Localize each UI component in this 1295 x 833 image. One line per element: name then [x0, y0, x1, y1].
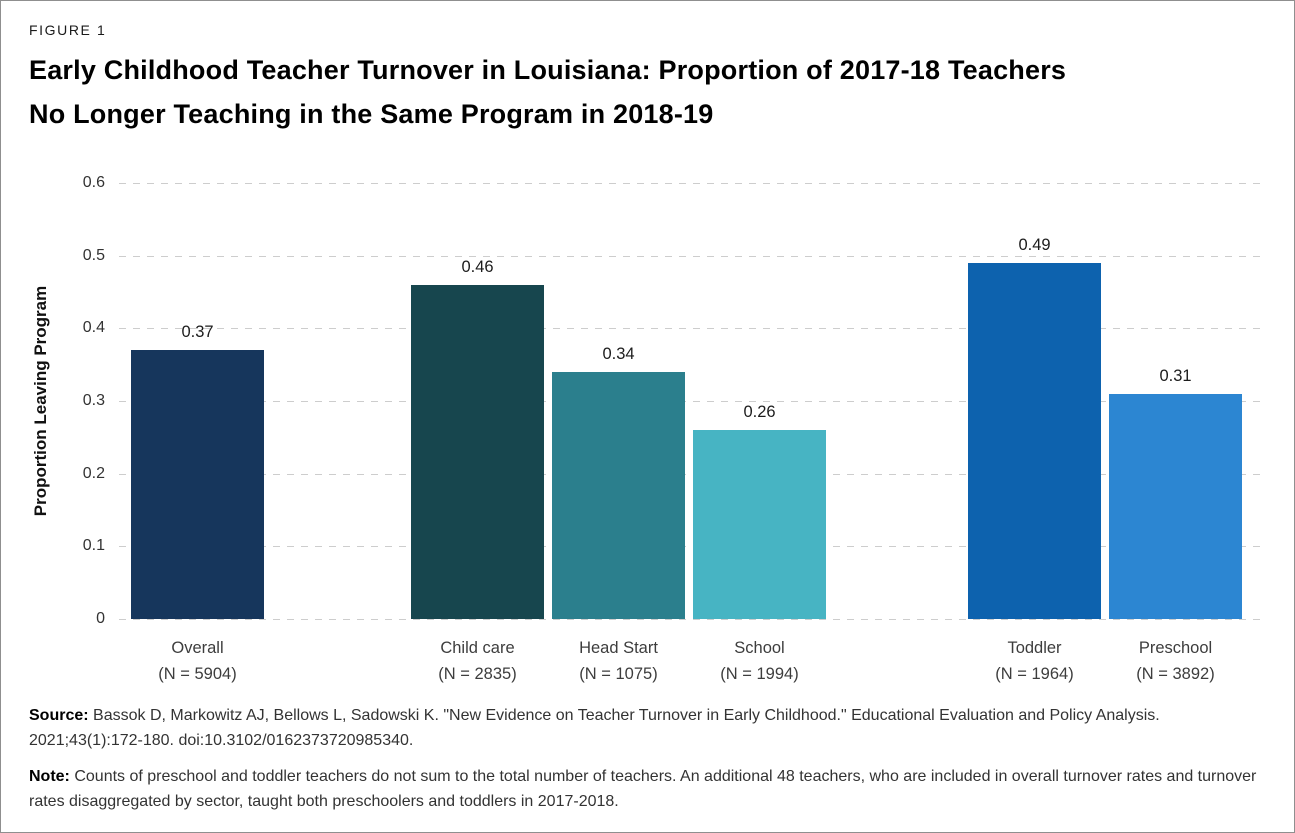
x-tick-label-name: School — [734, 639, 785, 657]
x-tick-label: Child care (N = 2835) — [393, 635, 563, 687]
x-tick-label: Toddler (N = 1964) — [950, 635, 1120, 687]
y-tick-label: 0.4 — [82, 319, 105, 337]
gridline — [119, 255, 1266, 257]
source-text: Source: Bassok D, Markowitz AJ, Bellows … — [29, 703, 1271, 753]
chart-title-line2: No Longer Teaching in the Same Program i… — [29, 99, 714, 129]
gridline — [119, 619, 1266, 620]
gridline — [119, 473, 1266, 475]
bar-value-label: 0.37 — [181, 323, 214, 342]
x-tick-label-count: (N = 3892) — [1136, 665, 1215, 683]
x-tick-label-count: (N = 1994) — [720, 665, 799, 683]
source-body: Bassok D, Markowitz AJ, Bellows L, Sadow… — [29, 707, 1160, 749]
bar-value-label: 0.26 — [743, 403, 776, 422]
source-label: Source: — [29, 707, 89, 724]
x-tick-label: Head Start (N = 1075) — [534, 635, 704, 687]
x-tick-label-name: Preschool — [1138, 639, 1213, 657]
x-tick-label: Overall (N = 5904) — [113, 635, 283, 687]
bar — [968, 262, 1101, 619]
gridline — [119, 546, 1266, 548]
bar — [552, 371, 685, 619]
x-tick-label: Preschool (N = 3892) — [1091, 635, 1261, 687]
x-tick-label-name: Toddler — [1007, 639, 1062, 657]
note-label: Note: — [29, 768, 70, 785]
y-tick-label: 0.6 — [82, 174, 105, 191]
note-body: Counts of preschool and toddler teachers… — [29, 768, 1257, 810]
bar-value-label: 0.31 — [1159, 366, 1192, 385]
gridline — [119, 328, 1266, 330]
note-text: Note: Counts of preschool and toddler te… — [29, 764, 1271, 814]
plot-area: 0 0.1 0.2 0.3 0.4 0.5 0.6 0.37 Overall (N = 5904)… — [83, 174, 1266, 683]
y-tick-label: 0.3 — [82, 392, 105, 409]
bar-value-label: 0.46 — [461, 257, 494, 276]
gridline — [119, 401, 1266, 402]
x-tick-label-count: (N = 1075) — [579, 665, 658, 683]
x-tick-label-count: (N = 1964) — [995, 665, 1074, 683]
x-tick-label-name: Head Start — [579, 639, 658, 657]
x-tick-label-name: Overall — [171, 639, 224, 657]
y-tick-label: 0.1 — [82, 537, 105, 555]
gridline — [119, 183, 1266, 184]
y-tick-label: 0.5 — [82, 246, 105, 264]
x-tick-label-count: (N = 2835) — [438, 665, 517, 683]
chart-title: Early Childhood Teacher Turnover in Loui… — [29, 48, 1066, 136]
y-axis-title: Proportion Leaving Program — [31, 285, 50, 517]
bar — [1109, 393, 1242, 619]
bar-value-label: 0.49 — [1018, 235, 1051, 254]
figure-label: FIGURE 1 — [29, 22, 107, 38]
x-tick-label-name: Child care — [440, 639, 515, 657]
y-tick-label: 0 — [96, 610, 105, 627]
bar-value-label: 0.34 — [602, 344, 635, 363]
x-tick-label-count: (N = 5904) — [158, 665, 237, 683]
bar — [693, 430, 826, 619]
chart-title-line1: Early Childhood Teacher Turnover in Loui… — [29, 55, 1067, 85]
bar — [411, 284, 544, 619]
x-tick-label: School (N = 1994) — [675, 635, 845, 687]
bar — [131, 350, 264, 619]
y-tick-label: 0.2 — [82, 464, 105, 482]
